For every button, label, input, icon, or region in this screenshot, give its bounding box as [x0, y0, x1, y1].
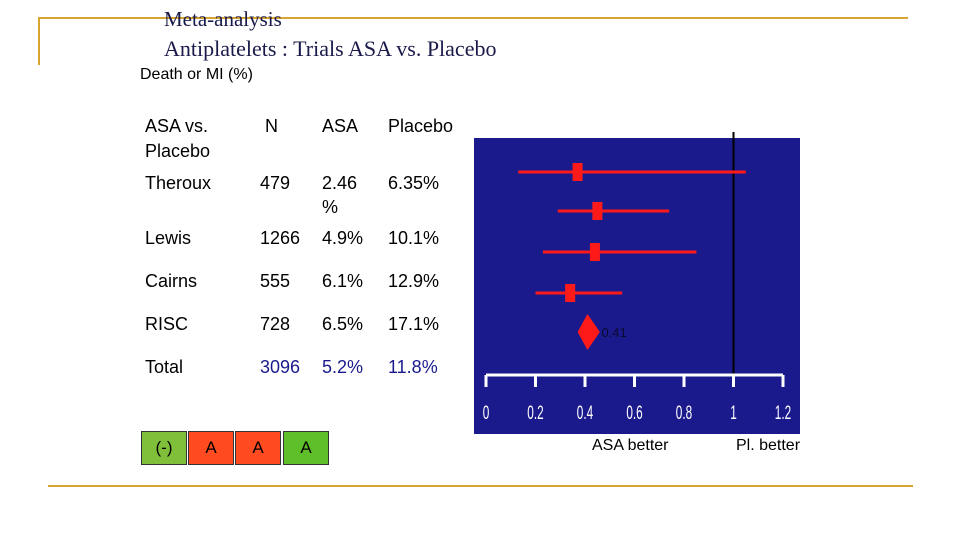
row-n: 728	[260, 314, 291, 334]
row-n: 1266	[260, 228, 301, 248]
row-placebo: 10.1%	[388, 228, 440, 248]
x-tick-label: 0.8	[676, 403, 693, 423]
row-n: 555	[260, 271, 291, 291]
row-asa-line2: %	[322, 197, 339, 217]
row-placebo: 6.35%	[388, 173, 440, 193]
row-placebo-total: 11.8%	[388, 357, 438, 377]
study-point	[572, 163, 583, 181]
badge-neutral: (-)	[141, 431, 187, 465]
study-point	[592, 202, 603, 220]
row-name: Theroux	[145, 173, 212, 193]
badge-a: A	[188, 431, 234, 465]
label-placebo-better: Pl. better	[736, 437, 801, 454]
header-label-line2: Placebo	[145, 141, 211, 161]
slide-title-line2: Antiplatelets : Trials ASA vs. Placebo	[164, 36, 497, 61]
row-asa: 6.5%	[322, 314, 364, 334]
x-tick-label: 1.2	[775, 403, 791, 423]
x-tick-label: 0.6	[626, 403, 643, 423]
row-asa: 6.1%	[322, 271, 364, 291]
row-n: 479	[260, 173, 291, 193]
plot-background	[474, 138, 800, 434]
header-placebo: Placebo	[388, 116, 454, 136]
row-placebo: 12.9%	[388, 271, 440, 291]
study-point	[565, 284, 576, 302]
x-tick-label: 0	[483, 403, 490, 423]
row-asa-line1: 2.46	[322, 173, 358, 193]
pooled-diamond	[577, 314, 600, 350]
badge-a: A	[235, 431, 281, 465]
header-asa: ASA	[322, 116, 359, 136]
bottom-rule	[48, 485, 913, 487]
label-asa-better: ASA better	[592, 437, 669, 454]
x-tick-label: 1	[730, 403, 737, 423]
study-point	[589, 243, 600, 261]
x-tick-label: 0.2	[527, 403, 543, 423]
row-asa: 4.9%	[322, 228, 364, 248]
header-n: N	[265, 116, 278, 136]
left-rule	[38, 17, 40, 65]
top-rule	[38, 17, 908, 19]
pooled-label: 0.41	[601, 325, 626, 340]
slide-title-line1: Meta-analysis	[164, 7, 282, 31]
slide-subtitle: Death or MI (%)	[140, 66, 253, 83]
row-n-total: 3096	[260, 357, 301, 377]
forest-plot: 0.41 0 0.2 0.4 0.6 0.8 1 1.2	[474, 132, 800, 434]
row-name: RISC	[145, 314, 189, 334]
row-placebo: 17.1%	[388, 314, 440, 334]
row-name: Cairns	[145, 271, 198, 291]
row-name: Total	[145, 357, 184, 377]
row-asa-total: 5.2%	[322, 357, 364, 377]
badge-a: A	[283, 431, 329, 465]
row-name: Lewis	[145, 228, 192, 248]
header-label-line1: ASA vs.	[145, 116, 209, 136]
x-tick-label: 0.4	[577, 403, 594, 423]
